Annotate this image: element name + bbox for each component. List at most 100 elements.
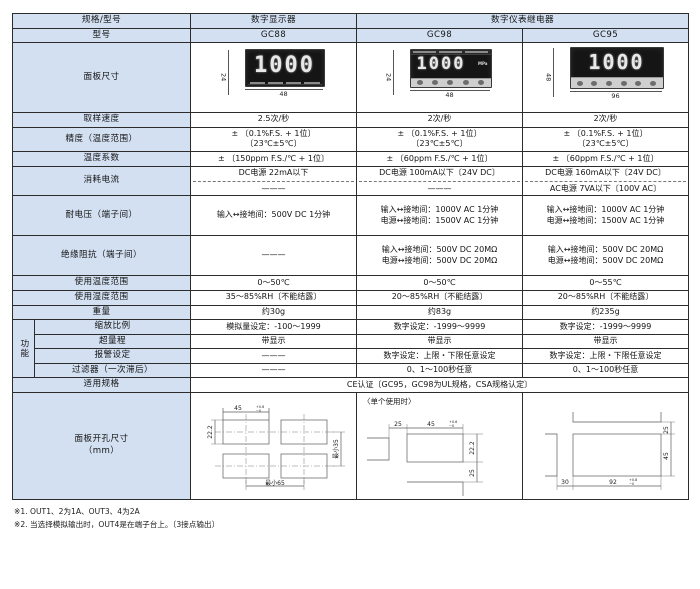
panel-photo-gc88: 24 1000 48 [190,42,357,113]
value-gc95: 0～55℃ [522,275,689,291]
value-gc88: 输入↔接地间：500V DC 1分钟 [190,195,357,237]
svg-text:22.2: 22.2 [207,425,214,439]
function-gc95: 数字设定：-1999～9999 [522,319,689,335]
svg-text:30: 30 [561,479,569,486]
row-label-cutout: 面板开孔尺寸 （mm） [12,392,191,501]
svg-text:+0.6: +0.6 [449,420,457,424]
svg-text:+0.6: +0.6 [256,405,264,409]
standard-row: 适用规格 CE认证〔GC95，GC98为UL规格，CSA规格认定〕 [12,377,689,394]
function-sub-label: 过滤器（一次滞后） [34,362,191,379]
function-sub-label: 缩放比例 [34,319,191,335]
header-spec-model: 规格/型号 [12,13,191,29]
spec-row: 消耗电流 DC电源 22mA以下 ——— DC电源 100mA以下〔24V DC〕 ——… [12,165,689,197]
spec-row: 温度系数 ± 〔150ppm F.S./℃ + 1位〕 ± 〔60ppm F.S./… [12,151,689,167]
footnotes: ※1. OUT1、2为1A、OUT3、4为2A ※2. 当选择模拟输出时，OUT… [12,506,688,531]
row-label-panel-size: 面板尺寸 [12,42,191,113]
value-gc88: 约30g [190,304,357,321]
function-gc95: 0、1～100秒任意 [522,362,689,379]
svg-text:−0: −0 [449,424,454,428]
value-gc88: ± 〔150ppm F.S./℃ + 1位〕 [190,151,357,167]
value-gc95: 输入↔接地间：500V DC 20MΩ 电源↔接地间：500V DC 20MΩ [522,235,689,277]
value-gc98: ± 〔60ppm F.S./℃ + 1位〕 [356,151,523,167]
value-gc98: 2次/秒 [356,111,523,128]
row-label: 精度（温度范围） [12,126,191,153]
value-gc98: 0～50℃ [356,275,523,291]
svg-text:25: 25 [394,421,402,428]
svg-text:92: 92 [609,479,617,486]
spec-row: 耐电压（端子间） 输入↔接地间：500V DC 1分钟 输入↔接地间：1000V A… [12,195,689,237]
meter-gc95-digits: 1000 [588,50,645,75]
cutout-row: 面板开孔尺寸 （mm） 45 +0.6 −0 22.2 最小35 最小65 〈单个使用时〉 25 4… [12,392,689,501]
meter-gc98: 1000 MPa [409,48,492,88]
function-group-label: 功能 [12,319,35,379]
function-gc88: 模拟量设定：-100～1999 [190,319,357,335]
meter-gc88: 1000 [244,49,325,88]
row-label: 使用温度范围 [12,275,191,291]
value-gc95: ± 〔0.1%F.S. + 1位〕 〔23℃±5℃〕 [522,126,689,153]
value-gc95: 输入↔接地间：1000V AC 1分钟 电源↔接地间：1500V AC 1分钟 [522,195,689,237]
row-label-standard: 适用规格 [12,377,191,394]
panel-gc98-height: 24 [384,72,393,81]
function-sub-label: 超量程 [34,333,191,350]
value-gc98: ± 〔0.1%F.S. + 1位〕 〔23℃±5℃〕 [356,126,523,153]
standard-value: CE认证〔GC95，GC98为UL规格，CSA规格认定〕 [190,377,689,394]
value-gc95: ± 〔60ppm F.S./℃ + 1位〕 [522,151,689,167]
cutout-drawing-gc88: 45 +0.6 −0 22.2 最小35 最小65 [190,392,357,501]
function-gc98: 数字设定：上限・下限任意设定 [356,348,523,364]
value-gc98: 输入↔接地间：1000V AC 1分钟 电源↔接地间：1500V AC 1分钟 [356,195,523,237]
panel-photo-gc95: 48 1000 96 [522,42,689,113]
model-gc98: GC98 [356,27,523,44]
row-label: 温度系数 [12,151,191,167]
function-sub-row: 超量程 带显示 带显示 带显示 [13,333,689,350]
cutout-drawing-gc95: 25 45 30 92 +0.8 −0 [522,392,689,501]
table-header-row: 规格/型号 数字显示器 数字仪表继电器 [12,13,689,29]
meter-gc88-digits: 1000 [254,53,315,79]
value-gc95: 20～85%RH〔不能结露〕 [522,289,689,306]
cutout-drawing-gc98: 〈单个使用时〉 25 45 +0.6 −0 22.2 25 [356,392,523,501]
function-gc95: 数字设定：上限・下限任意设定 [522,348,689,364]
panel-size-row: 面板尺寸 24 1000 48 [12,42,689,113]
svg-text:最小65: 最小65 [265,479,285,487]
cutout-gc98-title: 〈单个使用时〉 [363,397,416,407]
svg-text:−0: −0 [629,482,634,486]
svg-text:+0.8: +0.8 [629,478,637,482]
model-row: 型号 GC88 GC98 GC95 [12,27,689,44]
spec-row: 精度（温度范围） ± 〔0.1%F.S. + 1位〕 〔23℃±5℃〕 ± 〔0.1%… [12,126,689,153]
value-gc98: DC电源 100mA以下〔24V DC〕 ——— [356,165,523,197]
panel-gc88-height: 24 [219,72,228,81]
model-gc95: GC95 [522,27,689,44]
spec-row: 使用湿度范围 35～85%RH〔不能结露〕 20～85%RH〔不能结露〕 20～85%… [12,289,689,306]
svg-text:最小35: 最小35 [332,439,340,459]
spec-row: 取样速度 2.5次/秒 2次/秒 2次/秒 [12,111,689,128]
function-gc88: ——— [190,348,357,364]
svg-text:45: 45 [234,405,242,412]
meter-gc98-digits: 1000 [416,53,466,74]
svg-text:45: 45 [663,452,670,460]
svg-text:22.2: 22.2 [469,441,476,455]
row-label: 消耗电流 [12,165,191,197]
row-label: 耐电压（端子间） [12,195,191,237]
svg-text:25: 25 [469,469,476,477]
panel-gc88-width: 48 [244,89,323,99]
meter-gc98-unit: MPa [477,60,488,66]
function-sub-row: 过滤器（一次滞后） ——— 0、1～100秒任意 0、1～100秒任意 [13,362,689,379]
function-gc98: 带显示 [356,333,523,350]
row-label: 使用湿度范围 [12,289,191,306]
value-gc95: 约235g [522,304,689,321]
header-group-relay: 数字仪表继电器 [356,13,689,29]
function-sub-label: 报警设定 [34,348,191,364]
footnote-1: ※1. OUT1、2为1A、OUT3、4为2A [14,507,140,517]
svg-text:−0: −0 [256,409,261,413]
value-gc98: 输入↔接地间：500V DC 20MΩ 电源↔接地间：500V DC 20MΩ [356,235,523,277]
function-sub-row: 功能 缩放比例 模拟量设定：-100～1999 数字设定：-1999～9999 数字设定… [12,319,689,379]
svg-text:25: 25 [663,426,670,434]
value-gc88: ± 〔0.1%F.S. + 1位〕 〔23℃±5℃〕 [190,126,357,153]
value-gc88: DC电源 22mA以下 ——— [190,165,357,197]
function-sub-row: 报警设定 ——— 数字设定：上限・下限任意设定 数字设定：上限・下限任意设定 [13,348,689,364]
header-group-display: 数字显示器 [190,13,357,29]
row-label: 重量 [12,304,191,321]
cutout-label-line2: （mm） [83,446,120,457]
spec-row: 使用温度范围 0～50℃ 0～50℃ 0～55℃ [12,275,689,291]
value-gc98: 20～85%RH〔不能结露〕 [356,289,523,306]
cutout-label-line1: 面板开孔尺寸 [74,434,129,445]
